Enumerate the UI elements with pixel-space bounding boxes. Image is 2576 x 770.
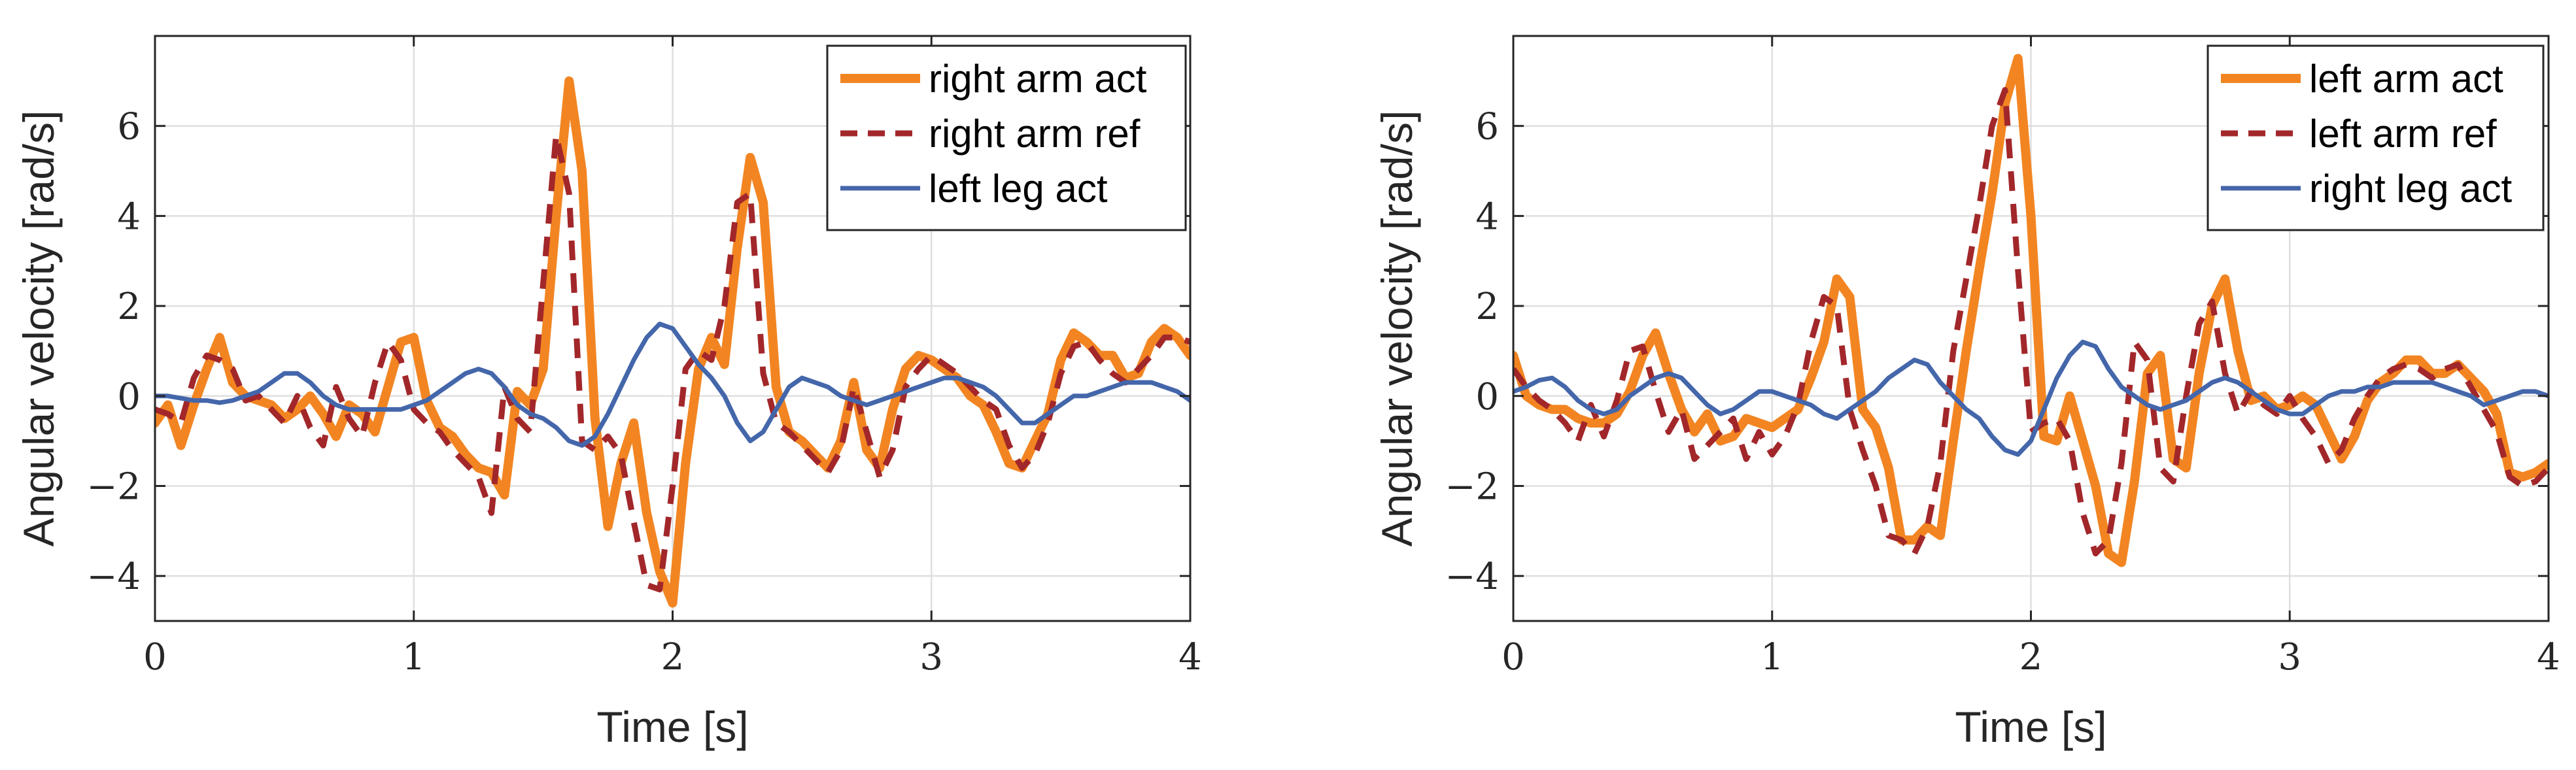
chart-panel-1: 0 1 2 3 4 −4 −2 0 2 4 6 Time [s] Angular velocity [r… — [14, 35, 1202, 751]
y-tick-label: 0 — [1475, 376, 1499, 418]
x-tick-label: 1 — [1760, 636, 1784, 678]
y-axis-label: Angular velocity [rad/s] — [1373, 110, 1421, 547]
legend-label: right arm act — [929, 57, 1147, 101]
y-tick-label: 4 — [117, 195, 141, 238]
y-tick-label: 6 — [1475, 106, 1499, 148]
legend: left arm act left arm ref right leg act — [2207, 44, 2545, 231]
y-tick-label: −4 — [86, 556, 141, 598]
y-tick-label: 0 — [117, 376, 141, 418]
legend-label: left arm act — [2309, 57, 2503, 101]
x-tick-label: 1 — [402, 636, 426, 678]
x-tick-label: 2 — [661, 636, 685, 678]
y-tick-label: 2 — [117, 286, 141, 328]
legend-label: right arm ref — [929, 112, 1141, 156]
y-tick-label: −2 — [86, 465, 141, 508]
x-tick-label: 3 — [2278, 636, 2301, 678]
legend-label: right leg act — [2309, 167, 2512, 210]
series-group — [1513, 54, 2549, 567]
x-tick-label: 4 — [1178, 636, 1202, 678]
y-tick-label: −2 — [1445, 465, 1499, 508]
x-tick-label: 0 — [1502, 636, 1525, 678]
x-axis-label: Time [s] — [596, 703, 748, 751]
x-tick-label: 2 — [2019, 636, 2043, 678]
x-axis-label: Time [s] — [1955, 703, 2106, 751]
series-line-left-leg-act — [155, 322, 1190, 448]
series-line-left-arm-ref — [1513, 87, 2549, 557]
y-tick-label: 6 — [117, 106, 141, 148]
y-axis-label: Angular velocity [rad/s] — [14, 110, 63, 547]
x-tick-label: 0 — [143, 636, 167, 678]
y-tick-label: 2 — [1475, 286, 1499, 328]
series-line-right-leg-act — [1513, 339, 2549, 457]
legend: right arm act right arm ref left leg act — [826, 44, 1187, 231]
x-tick-label: 4 — [2537, 636, 2560, 678]
legend-label: left leg act — [929, 167, 1108, 210]
legend-label: left arm ref — [2309, 112, 2497, 156]
y-tick-label: 4 — [1475, 195, 1499, 238]
x-tick-label: 3 — [919, 636, 943, 678]
y-tick-label: −4 — [1445, 556, 1499, 598]
chart-panel-2: 0 1 2 3 4 −4 −2 0 2 4 6 Time [s] Angular velocity [r… — [1373, 35, 2560, 751]
series-line-right-arm-ref — [155, 132, 1190, 593]
series-group — [155, 76, 1190, 608]
